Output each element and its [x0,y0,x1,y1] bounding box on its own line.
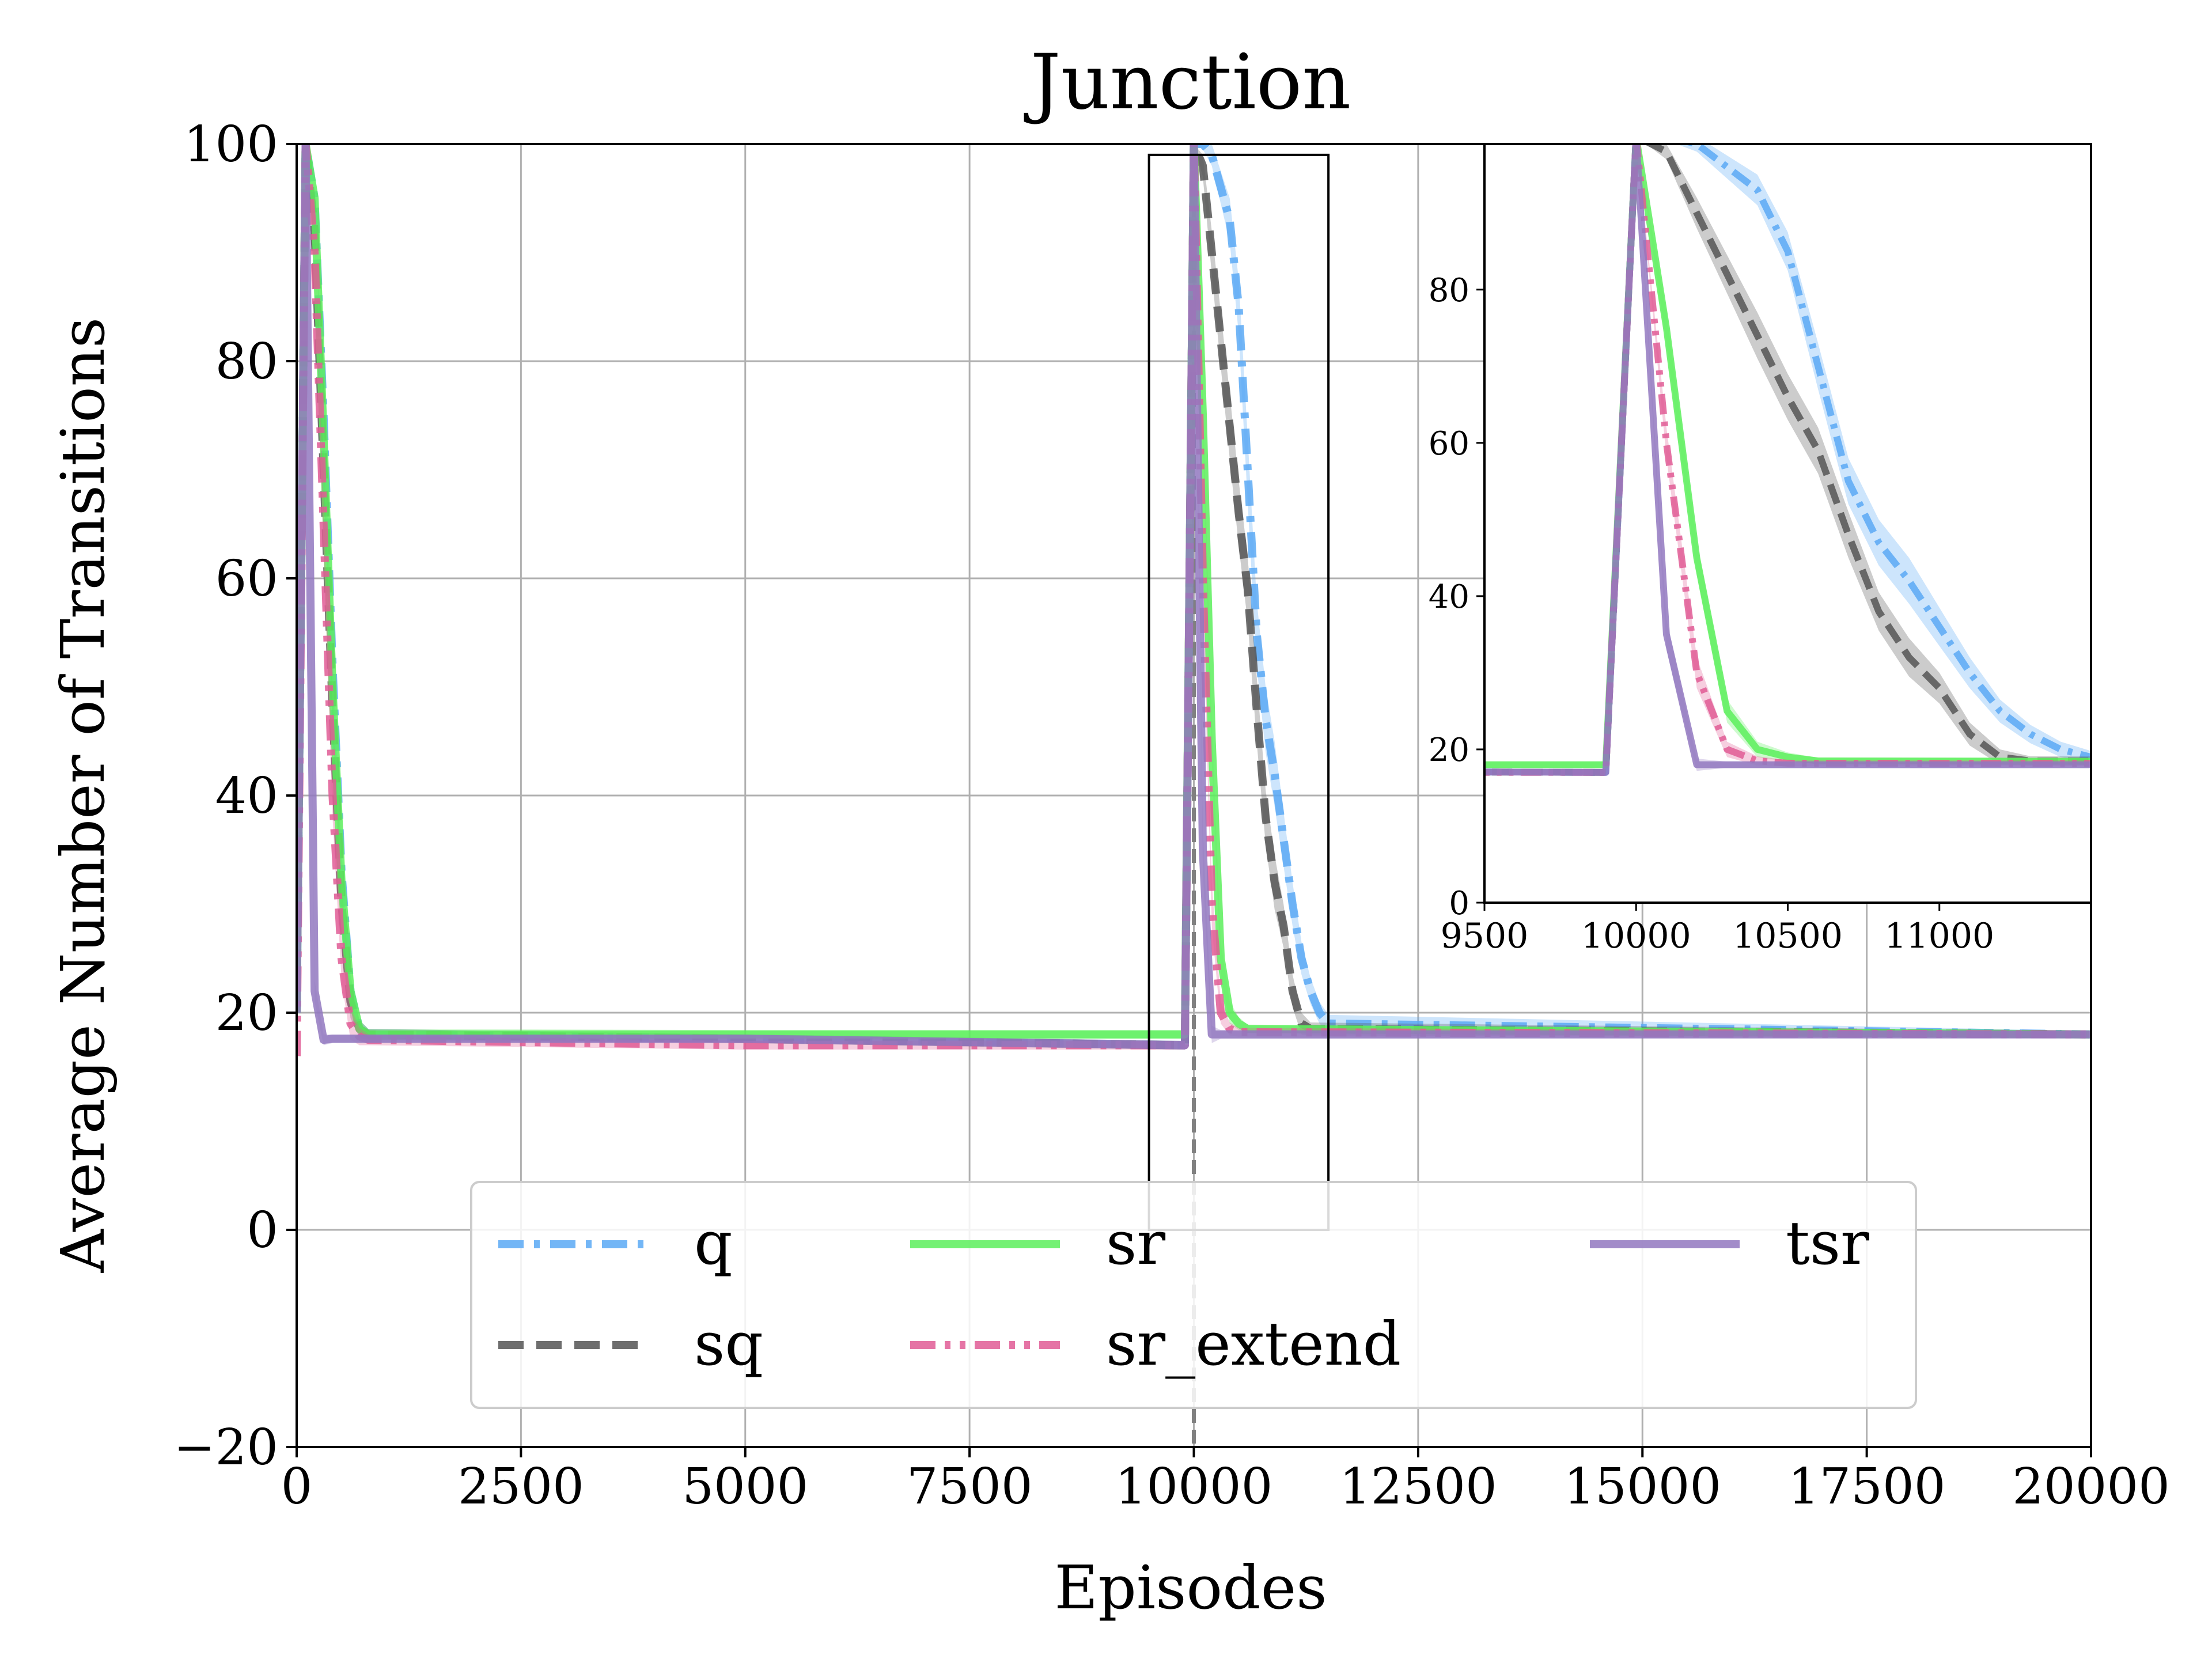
x-tick-label: 2500 [458,1458,584,1516]
y-tick-label: 40 [215,767,278,825]
y-tick-label: 0 [247,1202,278,1259]
chart-title: Junction [1024,38,1351,127]
x-tick-label: 10000 [1115,1458,1273,1516]
legend-label-sr: sr [1106,1208,1165,1278]
y-tick-label: 60 [215,550,278,608]
inset-plot: 9500 10000 10500 11000 0 20 40 60 80 [1429,143,2092,956]
x-tick-label: 17500 [1788,1458,1946,1516]
legend: q sq sr sr_extend tsr [470,1181,1917,1409]
legend-label-sq: sq [694,1309,763,1379]
inset-background [1484,144,2091,903]
band-q [1484,144,2091,776]
inset-y-tick-label: 80 [1429,272,1469,309]
line-tsr [297,144,2091,1050]
inset-y-tick-label: 0 [1449,885,1469,922]
inset-y-tick-label: 20 [1429,732,1469,769]
x-axis-label: Episodes [1054,1552,1327,1623]
line-sr [297,144,2091,1039]
inset-y-tick-label: 60 [1429,425,1469,463]
line-q [1484,144,2091,776]
legend-label-tsr: tsr [1786,1208,1869,1278]
y-tick-label: 100 [184,116,278,173]
line-sr [1484,144,2091,768]
inset-x-tick-label: 10500 [1733,916,1843,956]
x-tick-label: 0 [281,1458,313,1516]
legend-box [470,1181,1917,1409]
line-sq [1484,144,2091,776]
legend-label-q: q [694,1208,733,1278]
x-tick-label: 20000 [2012,1458,2170,1516]
y-axis-label: Average Number of Transitions [48,317,118,1273]
x-tick-label: 5000 [682,1458,808,1516]
line-q [297,144,2091,1050]
x-tick-label: 15000 [1563,1458,1721,1516]
main-axes: 0 2500 5000 7500 10000 12500 15000 17500 20000−2… [174,116,2170,1516]
x-tick-label: 12500 [1339,1458,1497,1516]
y-tick-label: −20 [174,1419,279,1476]
x-tick-label: 7500 [907,1458,1033,1516]
line-tsr [1484,144,2091,776]
legend-label-sr_extend: sr_extend [1106,1309,1401,1379]
line-sr_extend [1484,144,2091,776]
inset-x-tick-label: 10000 [1581,916,1691,956]
inset-x-tick-label: 11000 [1884,916,1994,956]
main-plot [297,144,2091,1447]
y-tick-label: 80 [215,333,278,391]
inset-x-tick-label: 9500 [1441,916,1529,956]
y-tick-label: 20 [215,984,278,1042]
inset-y-tick-label: 40 [1429,578,1469,616]
